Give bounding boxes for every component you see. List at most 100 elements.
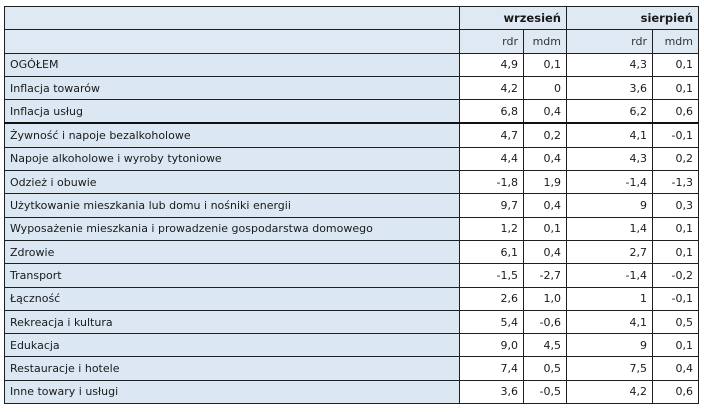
value-cell: 9,0 <box>459 333 524 358</box>
subheader-row: rdr mdm rdr mdm <box>4 29 700 54</box>
value-cell: -1,3 <box>651 170 700 195</box>
row-label: Wyposażenie mieszkania i prowadzenie gos… <box>4 216 460 241</box>
value-cell: 0 <box>523 75 567 101</box>
value-cell: 4,2 <box>566 379 653 405</box>
value-cell: 0,2 <box>651 146 700 172</box>
subheader-mdm: mdm <box>523 29 567 54</box>
row-label: Odzież i obuwie <box>4 170 460 195</box>
value-cell: 0,1 <box>523 52 567 77</box>
table-row: Inne towary i usługi 3,6 -0,5 4,2 0,6 <box>4 379 700 405</box>
value-cell: 0,6 <box>651 379 700 405</box>
header-blank-cell <box>4 5 460 31</box>
value-cell: 5,4 <box>459 309 524 335</box>
value-cell: 2,7 <box>566 239 653 265</box>
value-cell: 6,2 <box>566 99 653 125</box>
value-cell: 4,3 <box>566 146 653 172</box>
value-cell: 0,4 <box>523 239 567 265</box>
table-row: Transport -1,5 -2,7 -1,4 -0,2 <box>4 263 700 288</box>
row-label: Żywność i napoje bezalkoholowe <box>4 122 460 148</box>
value-cell: 7,5 <box>566 356 653 381</box>
table-row: Restauracje i hotele 7,4 0,5 7,5 0,4 <box>4 356 700 381</box>
month-header-current: wrzesień <box>459 5 567 31</box>
table-row: Inflacja usług 6,8 0,4 6,2 0,6 <box>4 99 700 125</box>
row-label: OGÓŁEM <box>4 52 460 77</box>
row-label: Użytkowanie mieszkania lub domu i nośnik… <box>4 193 460 218</box>
value-cell: -0,2 <box>651 263 700 288</box>
value-cell: 0,4 <box>523 146 567 172</box>
table-row: Odzież i obuwie -1,8 1,9 -1,4 -1,3 <box>4 170 700 195</box>
value-cell: 1,2 <box>459 216 524 241</box>
table-row: Zdrowie 6,1 0,4 2,7 0,1 <box>4 239 700 265</box>
row-label: Rekreacja i kultura <box>4 309 460 335</box>
table-row: OGÓŁEM 4,9 0,1 4,3 0,1 <box>4 52 700 77</box>
value-cell: 3,6 <box>459 379 524 405</box>
value-cell: 7,4 <box>459 356 524 381</box>
month-header-previous: sierpień <box>565 5 700 31</box>
row-label: Łączność <box>4 286 460 311</box>
subheader-blank-cell <box>4 29 460 54</box>
value-cell: 4,3 <box>566 52 653 77</box>
value-cell: 4,4 <box>459 146 524 172</box>
value-cell: -2,7 <box>523 263 567 288</box>
row-label: Zdrowie <box>4 239 460 265</box>
value-cell: -0,6 <box>523 309 567 335</box>
value-cell: 0,1 <box>651 239 700 265</box>
value-cell: 9 <box>566 193 653 218</box>
value-cell: 1 <box>566 286 653 311</box>
value-cell: 0,1 <box>651 52 700 77</box>
value-cell: 1,9 <box>523 170 567 195</box>
inflation-table: wrzesień sierpień rdr mdm rdr mdm OGÓŁEM… <box>4 5 700 405</box>
value-cell: 4,9 <box>459 52 524 77</box>
value-cell: 0,4 <box>523 99 567 125</box>
table-row: Wyposażenie mieszkania i prowadzenie gos… <box>4 216 700 241</box>
row-label: Napoje alkoholowe i wyroby tytoniowe <box>4 146 460 172</box>
table-row: Inflacja towarów 4,2 0 3,6 0,1 <box>4 75 700 101</box>
value-cell: -0,5 <box>523 379 567 405</box>
value-cell: 2,6 <box>459 286 524 311</box>
value-cell: 0,1 <box>651 216 700 241</box>
subheader-rdr: rdr <box>566 29 653 54</box>
value-cell: 9 <box>566 333 653 358</box>
value-cell: -1,4 <box>566 263 653 288</box>
value-cell: 4,1 <box>566 122 653 148</box>
value-cell: 4,2 <box>459 75 524 101</box>
value-cell: 0,3 <box>651 193 700 218</box>
row-label: Edukacja <box>4 333 460 358</box>
table-row: Żywność i napoje bezalkoholowe 4,7 0,2 4,1-… <box>4 122 700 148</box>
row-label: Restauracje i hotele <box>4 356 460 381</box>
value-cell: 0,1 <box>651 75 700 101</box>
value-cell: 0,6 <box>651 99 700 125</box>
row-label: Inne towary i usługi <box>4 379 460 405</box>
table-row: Rekreacja i kultura 5,4 -0,6 4,1 0,5 <box>4 309 700 335</box>
row-label: Inflacja usług <box>4 99 460 125</box>
value-cell: -0,1 <box>651 122 700 148</box>
value-cell: 6,1 <box>459 239 524 265</box>
value-cell: 4,7 <box>459 122 524 148</box>
value-cell: 0,5 <box>523 356 567 381</box>
value-cell: 0,4 <box>523 193 567 218</box>
value-cell: 0,1 <box>523 216 567 241</box>
value-cell: 4,5 <box>523 333 567 358</box>
value-cell: -0,1 <box>651 286 700 311</box>
value-cell: -1,4 <box>566 170 653 195</box>
value-cell: 0,1 <box>651 333 700 358</box>
value-cell: 0,5 <box>651 309 700 335</box>
value-cell: 1,0 <box>523 286 567 311</box>
table-row: Napoje alkoholowe i wyroby tytoniowe 4,4 0… <box>4 146 700 172</box>
row-label: Transport <box>4 263 460 288</box>
row-label: Inflacja towarów <box>4 75 460 101</box>
value-cell: 3,6 <box>566 75 653 101</box>
subheader-mdm: mdm <box>651 29 700 54</box>
value-cell: 4,1 <box>566 309 653 335</box>
value-cell: 1,4 <box>566 216 653 241</box>
table-row: Edukacja 9,0 4,5 9 0,1 <box>4 333 700 358</box>
table-row: Łączność 2,6 1,0 1 -0,1 <box>4 286 700 311</box>
header-row: wrzesień sierpień <box>4 5 700 31</box>
value-cell: 0,4 <box>651 356 700 381</box>
table-row: Użytkowanie mieszkania lub domu i nośnik… <box>4 193 700 218</box>
value-cell: 0,2 <box>523 122 567 148</box>
value-cell: -1,5 <box>459 263 524 288</box>
value-cell: -1,8 <box>459 170 524 195</box>
subheader-rdr: rdr <box>459 29 524 54</box>
value-cell: 9,7 <box>459 193 524 218</box>
